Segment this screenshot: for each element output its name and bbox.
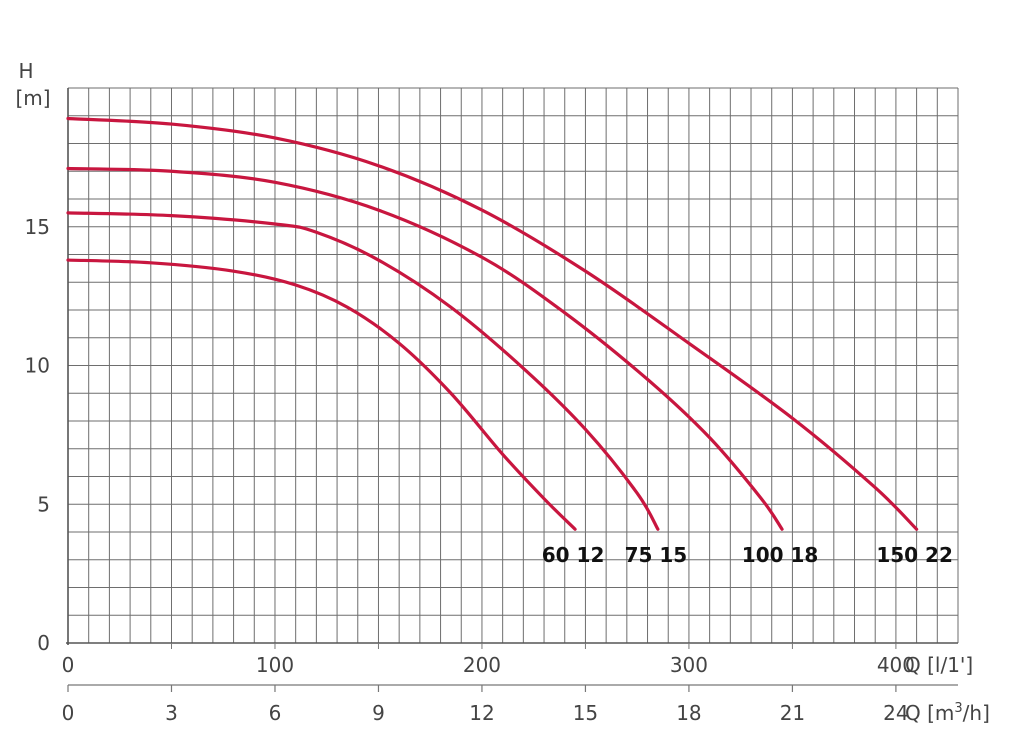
- curve-label-1: 60 12: [542, 543, 605, 567]
- grid: [68, 87, 959, 643]
- x-tick-label-secondary: 21: [780, 701, 805, 725]
- y-tick-label: 0: [37, 631, 50, 655]
- x-tick-label-secondary: 18: [676, 701, 701, 725]
- x-tick-label-primary: 100: [256, 653, 294, 677]
- pump-curve-1: [66, 258, 577, 531]
- x-axis-title-primary: Q [l/1']: [905, 653, 973, 677]
- x-tick-label-primary: 400: [877, 653, 915, 677]
- curve-label-3: 100 18: [742, 543, 819, 567]
- x-axis-title-secondary-main: Q [m: [905, 701, 954, 725]
- x-tick-label-secondary: 3: [165, 701, 178, 725]
- x-tick-label-secondary: 6: [269, 701, 282, 725]
- curve-label-2: 75 15: [625, 543, 688, 567]
- x-tick-label-primary: 200: [463, 653, 501, 677]
- y-axis-unit: [m]: [15, 86, 50, 110]
- pump-curve-3: [66, 166, 784, 531]
- x-tick-label-primary: 300: [670, 653, 708, 677]
- curves: [66, 116, 919, 531]
- x-tick-label-secondary: 24: [883, 701, 908, 725]
- y-tick-label: 5: [37, 492, 50, 516]
- x-axis-title-secondary-sup: 3: [954, 701, 962, 716]
- curve-label-4: 150 22: [876, 543, 953, 567]
- labels: 0 5 10 15 0 100 200 300 400 0 3 6 9 12 15 18 21 24 60 12 75…: [25, 215, 953, 725]
- x-axis-title-secondary-tail: /h]: [963, 701, 990, 725]
- y-tick-label: 15: [25, 215, 50, 239]
- x-tick-label-secondary: 9: [372, 701, 385, 725]
- x-tick-label-secondary: 12: [469, 701, 494, 725]
- x-tick-label-secondary: 15: [573, 701, 598, 725]
- pump-curve-2: [66, 211, 660, 531]
- axes: [66, 88, 958, 692]
- y-tick-label: 10: [25, 354, 50, 378]
- x-tick-label-primary: 0: [62, 653, 75, 677]
- x-axis-title-secondary: Q [m3/h]: [905, 701, 990, 725]
- pump-curve-4: [66, 116, 919, 531]
- x-tick-label-secondary: 0: [62, 701, 75, 725]
- y-axis-title: H: [18, 59, 33, 83]
